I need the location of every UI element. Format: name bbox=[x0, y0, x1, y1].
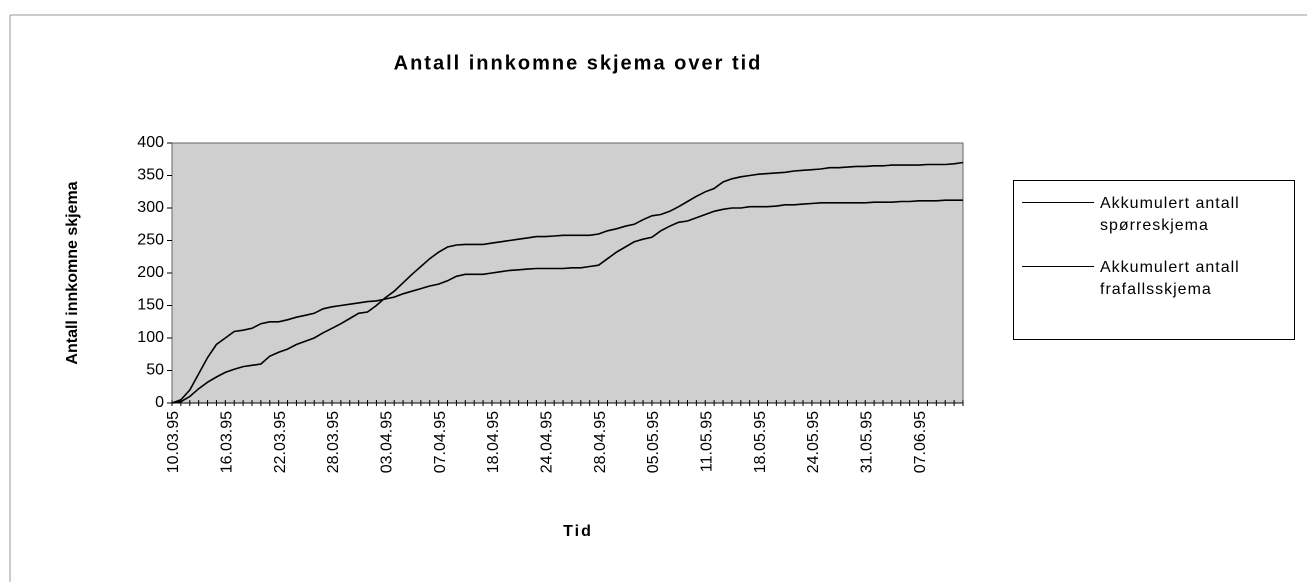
y-tick-label: 150 bbox=[137, 297, 164, 314]
legend-item: Akkumulert antall spørreskjema bbox=[1022, 193, 1292, 237]
x-tick-label: 31.05.95 bbox=[858, 411, 875, 473]
y-tick-label: 300 bbox=[137, 199, 164, 216]
legend-label: Akkumulert antall frafallsskjema bbox=[1100, 259, 1240, 298]
x-axis-label: Tid bbox=[563, 523, 593, 540]
x-tick-label: 05.05.95 bbox=[645, 411, 662, 473]
y-tick-label: 0 bbox=[155, 394, 164, 411]
x-tick-label: 24.05.95 bbox=[805, 411, 822, 473]
x-tick-label: 16.03.95 bbox=[219, 411, 236, 473]
x-tick-label: 22.03.95 bbox=[272, 411, 289, 473]
series-line bbox=[171, 161, 964, 404]
y-tick-label: 100 bbox=[137, 329, 164, 346]
legend: Akkumulert antall spørreskjema Akkumulert… bbox=[1013, 180, 1295, 340]
chart-title: Antall innkomne skjema over tid bbox=[394, 52, 763, 74]
x-tick-label: 28.03.95 bbox=[325, 411, 342, 473]
y-axis-label: Antall innkomne skjema bbox=[64, 181, 81, 364]
x-tick-label: 18.05.95 bbox=[752, 411, 769, 473]
x-tick-label: 18.04.95 bbox=[485, 411, 502, 473]
x-tick-label: 24.04.95 bbox=[538, 411, 555, 473]
y-tick-label: 250 bbox=[137, 232, 164, 249]
legend-swatch bbox=[1022, 202, 1094, 203]
legend-swatch bbox=[1022, 266, 1094, 267]
y-tick-label: 50 bbox=[146, 362, 164, 379]
y-tick-label: 200 bbox=[137, 264, 164, 281]
legend-item: Akkumulert antall frafallsskjema bbox=[1022, 257, 1292, 301]
x-tick-label: 07.06.95 bbox=[912, 411, 929, 473]
x-tick-label: 03.04.95 bbox=[379, 411, 396, 473]
y-tick-label: 350 bbox=[137, 167, 164, 184]
x-tick-label: 28.04.95 bbox=[592, 411, 609, 473]
legend-label: Akkumulert antall spørreskjema bbox=[1100, 195, 1240, 234]
x-tick-label: 11.05.95 bbox=[698, 411, 715, 472]
x-tick-label: 10.03.95 bbox=[165, 411, 182, 473]
x-tick-label: 07.04.95 bbox=[432, 411, 449, 473]
plot-area bbox=[171, 142, 964, 404]
y-tick-label: 400 bbox=[137, 134, 164, 151]
series-line bbox=[171, 199, 963, 404]
